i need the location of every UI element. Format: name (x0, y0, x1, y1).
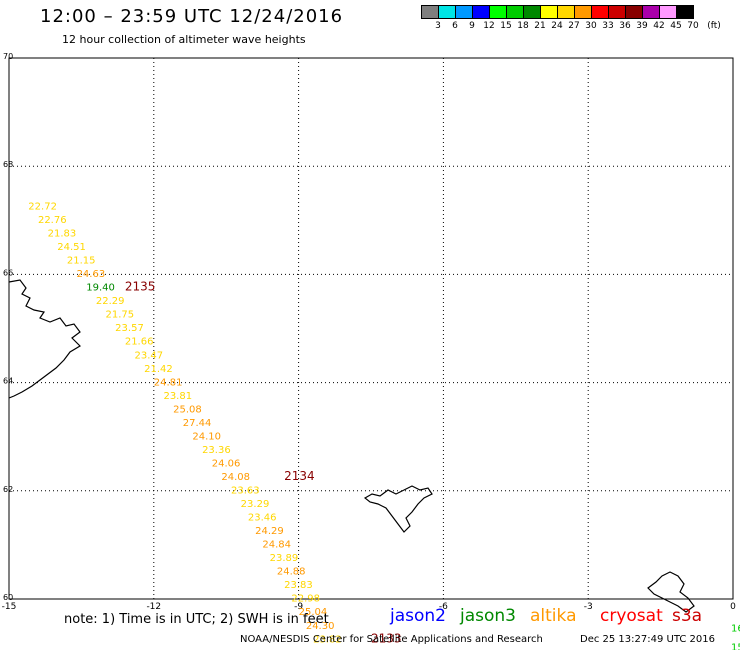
wave-height-value: 21.83 (48, 229, 77, 240)
wave-height-value: 23.46 (248, 513, 277, 524)
wave-height-value: 23.81 (163, 391, 192, 402)
legend-label: 9 (469, 21, 475, 31)
wave-height-value: 24.30 (306, 621, 335, 632)
y-tick-label: 68 (3, 160, 13, 169)
wave-height-value: 24.51 (57, 242, 86, 253)
wave-height-value: 24.84 (262, 540, 291, 551)
wave-height-value: 24.10 (192, 431, 221, 442)
legend-label: 15 (500, 21, 512, 31)
legend-label: 36 (619, 21, 631, 31)
x-tick-label: -15 (2, 602, 17, 612)
wave-height-value: 21.66 (125, 337, 154, 348)
legend-label: 27 (568, 21, 580, 31)
color-legend: 3 6 9 12 15 18 21 24 27 30 33 36 39 42 45 70 (ft) (421, 5, 721, 33)
wave-height-value: 23.83 (284, 580, 313, 591)
legend-label: 39 (636, 21, 648, 31)
timestamp-text: Dec 25 13:27:49 UTC 2016 (580, 634, 715, 645)
satellite-label-s3a: s3a (672, 606, 703, 626)
wave-height-value: 16 (731, 623, 740, 634)
satellite-label-cryosat: cryosat (600, 606, 663, 626)
wave-height-value: 27.44 (183, 418, 212, 429)
map-frame (8, 57, 734, 600)
legend-label: 30 (585, 21, 597, 31)
wave-height-value: 22.29 (96, 296, 125, 307)
x-tick-label: -12 (146, 602, 161, 612)
legend-swatch (676, 5, 694, 19)
wave-height-value: 23.29 (241, 499, 270, 510)
satellite-label-jason3: jason3 (460, 606, 516, 626)
satellite-label-altika: altika (530, 606, 577, 626)
wave-height-value: 23.89 (270, 553, 299, 564)
wave-height-value: 21.42 (144, 364, 173, 375)
wave-height-value: 15. (731, 642, 740, 650)
wave-height-value: 21.15 (67, 256, 96, 267)
wave-height-value: 24.06 (212, 458, 241, 469)
wave-height-value: 22.72 (28, 201, 57, 212)
map-title: 12:00 – 23:59 UTC 12/24/2016 (40, 6, 344, 27)
wave-height-value: 25.04 (299, 607, 328, 618)
shetland-coastline (647, 571, 695, 613)
legend-label: 3 (435, 21, 441, 31)
legend-label: 12 (483, 21, 495, 31)
map-subtitle: 12 hour collection of altimeter wave hei… (62, 33, 306, 46)
legend-label: 33 (602, 21, 614, 31)
legend-unit: (ft) (707, 21, 721, 31)
y-tick-label: 62 (3, 485, 13, 494)
y-tick-label: 70 (3, 52, 13, 61)
legend-label: 42 (653, 21, 665, 31)
wave-height-value: 19.40 (86, 283, 115, 294)
wave-height-value: 23.57 (115, 323, 144, 334)
wave-height-value: 24.29 (255, 526, 284, 537)
pass-number-label: 2133 (371, 631, 402, 645)
wave-height-value: 23.82 (313, 634, 342, 645)
satellite-label-jason2: jason2 (390, 606, 446, 626)
legend-labels: 3 6 9 12 15 18 21 24 27 30 33 36 39 42 45 70 (ft) (421, 19, 721, 33)
x-tick-label: 0 (730, 602, 736, 612)
x-tick-label: -3 (584, 602, 593, 612)
wave-height-value: 24.63 (77, 269, 106, 280)
x-tick-label: -6 (439, 602, 448, 612)
x-tick-label: -9 (294, 602, 303, 612)
wave-height-value: 22.76 (38, 215, 67, 226)
legend-label: 24 (551, 21, 563, 31)
wave-height-value: 24.88 (277, 567, 306, 578)
legend-label: 18 (517, 21, 529, 31)
wave-height-value: 24.81 (154, 377, 183, 388)
legend-label: 6 (452, 21, 458, 31)
y-tick-label: 64 (3, 377, 13, 386)
wave-height-value: 22.98 (291, 594, 320, 605)
credit-text: NOAA/NESDIS Center for Satellite Applica… (240, 634, 543, 645)
wave-height-value: 23.47 (134, 350, 163, 361)
legend-label: 70 (687, 21, 699, 31)
wave-height-value: 24.08 (221, 472, 250, 483)
wave-height-value: 23.36 (202, 445, 231, 456)
faroe-islands-coastline (363, 485, 433, 533)
legend-label: 45 (670, 21, 682, 31)
iceland-coastline (8, 279, 81, 399)
footer-note: note: 1) Time is in UTC; 2) SWH is in fe… (64, 612, 329, 627)
y-tick-label: 60 (3, 593, 13, 602)
wave-height-value: 25.08 (173, 404, 202, 415)
wave-height-value: 23.63 (231, 486, 260, 497)
pass-number-label: 2135 (125, 280, 156, 294)
legend-swatches (421, 5, 694, 19)
wave-height-value: 21.75 (106, 310, 135, 321)
pass-number-label: 2134 (284, 469, 315, 483)
y-tick-label: 66 (3, 268, 13, 277)
legend-label: 21 (534, 21, 546, 31)
